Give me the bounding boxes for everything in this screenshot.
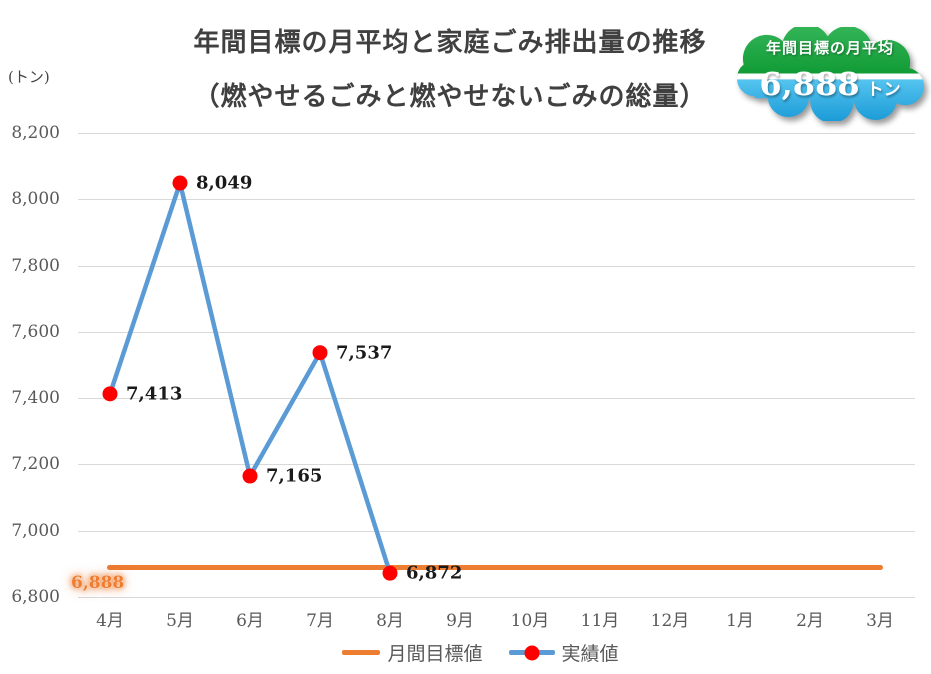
target-badge-value: 6,888 <box>759 65 860 103</box>
x-tick-label: 5月 <box>166 611 194 631</box>
data-point-marker <box>242 468 258 484</box>
actual-marker-swatch-icon <box>524 645 539 660</box>
gridline <box>78 597 915 598</box>
gridline <box>78 265 915 267</box>
x-tick-label: 6月 <box>236 611 264 631</box>
legend-label-target: 月間目標値 <box>387 643 483 665</box>
y-tick-label: 7,200 <box>11 454 60 475</box>
data-point-label: 8,049 <box>196 172 253 194</box>
data-point-marker <box>312 345 328 361</box>
x-tick-label: 8月 <box>376 611 404 631</box>
y-tick-label: 7,600 <box>11 321 60 342</box>
chart-title-line2: （燃やせるごみと燃やせないごみの総量） <box>193 82 707 112</box>
gridline <box>78 133 915 134</box>
x-tick-label: 7月 <box>306 611 334 631</box>
legend: 月間目標値 実績値 <box>0 639 931 666</box>
target-badge-unit: トン <box>866 80 901 100</box>
plot-area: 6,888 7,413 8,049 7,165 7,537 6,872 <box>71 133 915 598</box>
target-badge-label: 年間目標の月平均 <box>765 39 894 57</box>
gridline <box>78 331 915 333</box>
target-badge: 年間目標の月平均 6,888 トン <box>731 27 929 121</box>
y-tick-label: 7,400 <box>11 388 60 409</box>
actual-series-line <box>102 175 398 581</box>
gridline <box>78 530 915 532</box>
y-tick-label: 7,800 <box>11 255 60 276</box>
data-point-label: 7,413 <box>126 383 183 405</box>
actual-line-swatch-icon <box>508 645 555 660</box>
y-axis: 6,800 7,000 7,200 7,400 7,600 7,800 8,000 8,200 <box>0 123 60 607</box>
y-tick-label: 8,200 <box>11 123 60 143</box>
x-tick-label: 9月 <box>446 611 474 631</box>
legend-item-target: 月間目標値 <box>342 639 483 666</box>
y-axis-unit-label: (トン) <box>8 68 50 86</box>
x-tick-label: 12月 <box>650 611 690 631</box>
target-value-label: 6,888 <box>71 572 125 593</box>
x-tick-label: 3月 <box>866 611 894 631</box>
target-badge-value-row: 6,888 トン <box>731 65 929 103</box>
y-tick-label: 7,000 <box>11 520 60 541</box>
chart-title-line1: 年間目標の月平均と家庭ごみ排出量の推移 <box>193 28 707 58</box>
data-point-label: 6,872 <box>406 562 463 584</box>
gridline <box>78 199 915 201</box>
x-tick-label: 2月 <box>796 611 824 631</box>
target-line-swatch-icon <box>342 650 381 655</box>
y-tick-label: 6,800 <box>11 587 60 607</box>
data-point-marker <box>382 565 398 581</box>
gridline <box>78 464 915 466</box>
x-tick-label: 1月 <box>726 611 754 631</box>
data-point-marker <box>102 386 118 402</box>
gridline <box>78 398 915 400</box>
x-tick-label: 4月 <box>96 611 124 631</box>
data-point-marker <box>172 175 188 191</box>
data-point-label: 7,537 <box>336 342 393 364</box>
target-line <box>107 565 883 571</box>
x-tick-label: 11月 <box>580 611 620 631</box>
x-tick-label: 10月 <box>510 611 550 631</box>
chart-title: 年間目標の月平均と家庭ごみ排出量の推移 （燃やせるごみと燃やせないごみの総量） <box>60 16 840 124</box>
legend-item-actual: 実績値 <box>508 639 619 666</box>
data-point-label: 7,165 <box>266 465 323 487</box>
x-axis: 4月 5月 6月 7月 8月 9月 10月 11月 12月 1月 2月 3月 <box>75 606 915 634</box>
y-tick-label: 8,000 <box>11 189 60 210</box>
cloud-icon <box>736 27 924 121</box>
legend-label-actual: 実績値 <box>561 643 619 665</box>
